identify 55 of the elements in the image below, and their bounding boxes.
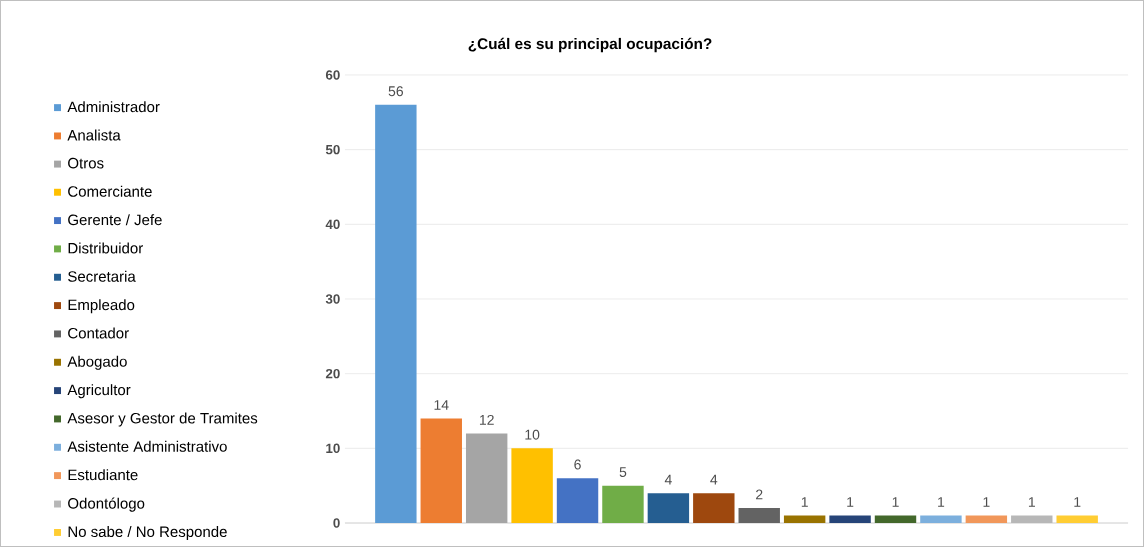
data-label: 1 [892, 497, 899, 507]
legend-label: Comerciante [68, 185, 152, 197]
bar [420, 418, 462, 524]
bar [465, 433, 508, 524]
data-label: 14 [434, 400, 449, 410]
legend-label: No sabe / No Responde [68, 526, 227, 541]
bar [647, 493, 690, 524]
bar [965, 515, 1008, 524]
legend-label: Distribuidor [68, 242, 143, 254]
data-label: 10 [525, 429, 540, 440]
bar [783, 515, 826, 524]
legend-label: Secretaria [68, 270, 136, 282]
legend-label: Gerente / Jefe [68, 214, 162, 226]
legend-label: Odontólogo [68, 497, 145, 512]
bar [1056, 515, 1098, 524]
data-label: 56 [388, 86, 404, 97]
y-tick-label: 20 [325, 368, 340, 379]
legend-label: Analista [67, 129, 121, 141]
legend-label: Administrador [67, 101, 160, 113]
data-label: 1 [1028, 497, 1035, 507]
bar [874, 515, 917, 524]
data-label: 1 [1074, 497, 1081, 507]
bar [602, 485, 644, 524]
data-label: 6 [574, 459, 581, 470]
legend-label: Abogado [67, 355, 127, 370]
y-tick-label: 50 [325, 144, 340, 155]
legend-label: Otros [68, 157, 104, 169]
legend-label: Empleado [68, 299, 135, 314]
legend-label: Asesor y Gestor de Tramites [67, 412, 258, 427]
data-label: 5 [619, 467, 627, 477]
bar [920, 515, 962, 524]
data-label: 2 [756, 489, 763, 500]
y-tick-label: 10 [326, 443, 340, 454]
y-tick-label: 30 [325, 294, 340, 304]
data-label: 4 [710, 474, 718, 485]
bar [511, 448, 553, 524]
data-label: 12 [479, 414, 494, 425]
legend-label: Estudiante [68, 469, 138, 481]
legend-label: Contador [68, 327, 129, 339]
data-label: 1 [847, 497, 854, 507]
chart-title: ¿Cuál es su principal ocupación? [468, 37, 712, 53]
y-tick-label: 40 [325, 219, 340, 230]
bar [738, 508, 780, 524]
y-tick-label: 0 [333, 518, 340, 528]
data-label: 1 [983, 497, 990, 507]
bar [556, 478, 599, 524]
legend-label: Asistente Administrativo [67, 440, 227, 452]
bar [693, 493, 735, 524]
data-label: 4 [664, 474, 672, 485]
data-label: 1 [801, 497, 808, 507]
bar [375, 104, 417, 524]
data-label: 1 [938, 497, 945, 507]
y-tick-label: 60 [325, 70, 340, 80]
legend-label: Agricultor [67, 384, 131, 399]
bar [829, 515, 871, 524]
